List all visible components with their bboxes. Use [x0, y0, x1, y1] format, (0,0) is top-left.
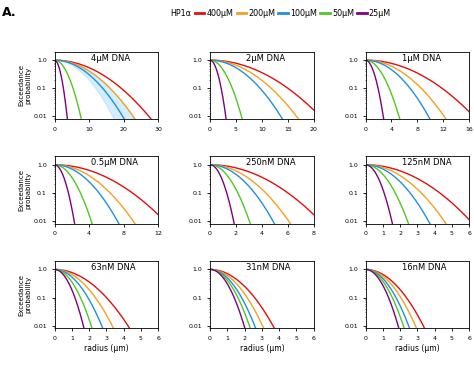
Text: A.: A.: [2, 6, 17, 18]
X-axis label: radius (μm): radius (μm): [239, 344, 284, 353]
Text: 16nM DNA: 16nM DNA: [402, 263, 447, 272]
X-axis label: radius (μm): radius (μm): [84, 344, 128, 353]
Y-axis label: Exceedance
probability: Exceedance probability: [19, 65, 32, 106]
Text: 250nM DNA: 250nM DNA: [246, 158, 296, 167]
Y-axis label: Exceedance
probability: Exceedance probability: [19, 274, 32, 315]
Text: 2μM DNA: 2μM DNA: [246, 54, 285, 63]
Text: 31nM DNA: 31nM DNA: [246, 263, 291, 272]
Text: 63nM DNA: 63nM DNA: [91, 263, 136, 272]
X-axis label: radius (μm): radius (μm): [395, 344, 440, 353]
Text: 4μM DNA: 4μM DNA: [91, 54, 130, 63]
Text: 0.5μM DNA: 0.5μM DNA: [91, 158, 138, 167]
Text: 125nM DNA: 125nM DNA: [402, 158, 452, 167]
Text: 1μM DNA: 1μM DNA: [402, 54, 441, 63]
Legend: HP1α, 400μM, 200μM, 100μM, 50μM, 25μM: HP1α, 400μM, 200μM, 100μM, 50μM, 25μM: [155, 6, 394, 21]
Y-axis label: Exceedance
probability: Exceedance probability: [19, 169, 32, 211]
